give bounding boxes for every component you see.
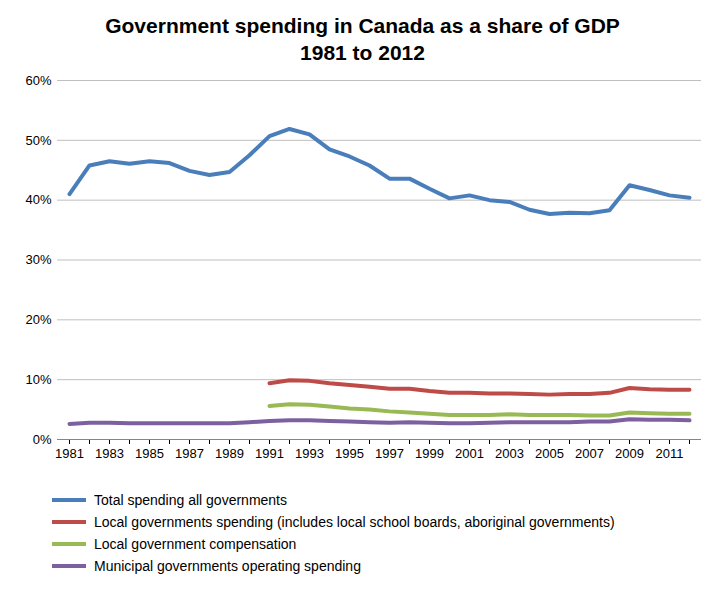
svg-text:1981: 1981 — [55, 446, 84, 461]
svg-text:1983: 1983 — [95, 446, 124, 461]
html-text:Municipal governments operatin: Municipal governments operating spending — [94, 558, 361, 574]
svg-text:2005: 2005 — [535, 446, 564, 461]
html-text:Total spending all governments: Total spending all governments — [94, 492, 287, 508]
html-text:Local government compensation: Local government compensation — [94, 536, 297, 552]
svg-text:1987: 1987 — [175, 446, 204, 461]
svg-text:1995: 1995 — [335, 446, 364, 461]
svg-text:10%: 10% — [25, 372, 51, 387]
svg-text:2009: 2009 — [615, 446, 644, 461]
svg-text:30%: 30% — [25, 252, 51, 267]
svg-text:2011: 2011 — [656, 446, 684, 461]
svg-text:60%: 60% — [25, 73, 51, 88]
svg-text:2007: 2007 — [575, 446, 604, 461]
svg-text:1985: 1985 — [135, 446, 164, 461]
svg-text:40%: 40% — [25, 192, 51, 207]
svg-text:1997: 1997 — [375, 446, 404, 461]
svg-text:20%: 20% — [25, 312, 51, 327]
html-text:1981 to 2012: 1981 to 2012 — [300, 41, 425, 64]
html-text:Local governments spending (in: Local governments spending (includes loc… — [94, 514, 615, 530]
svg-text:1989: 1989 — [215, 446, 244, 461]
svg-text:2001: 2001 — [455, 446, 484, 461]
svg-text:0%: 0% — [33, 432, 52, 447]
svg-text:50%: 50% — [25, 132, 51, 147]
svg-text:2003: 2003 — [495, 446, 524, 461]
html-text:Government spending in Canada: Government spending in Canada as a share… — [105, 14, 620, 37]
svg-text:1999: 1999 — [415, 446, 444, 461]
svg-text:1991: 1991 — [255, 446, 284, 461]
svg-text:1993: 1993 — [295, 446, 324, 461]
